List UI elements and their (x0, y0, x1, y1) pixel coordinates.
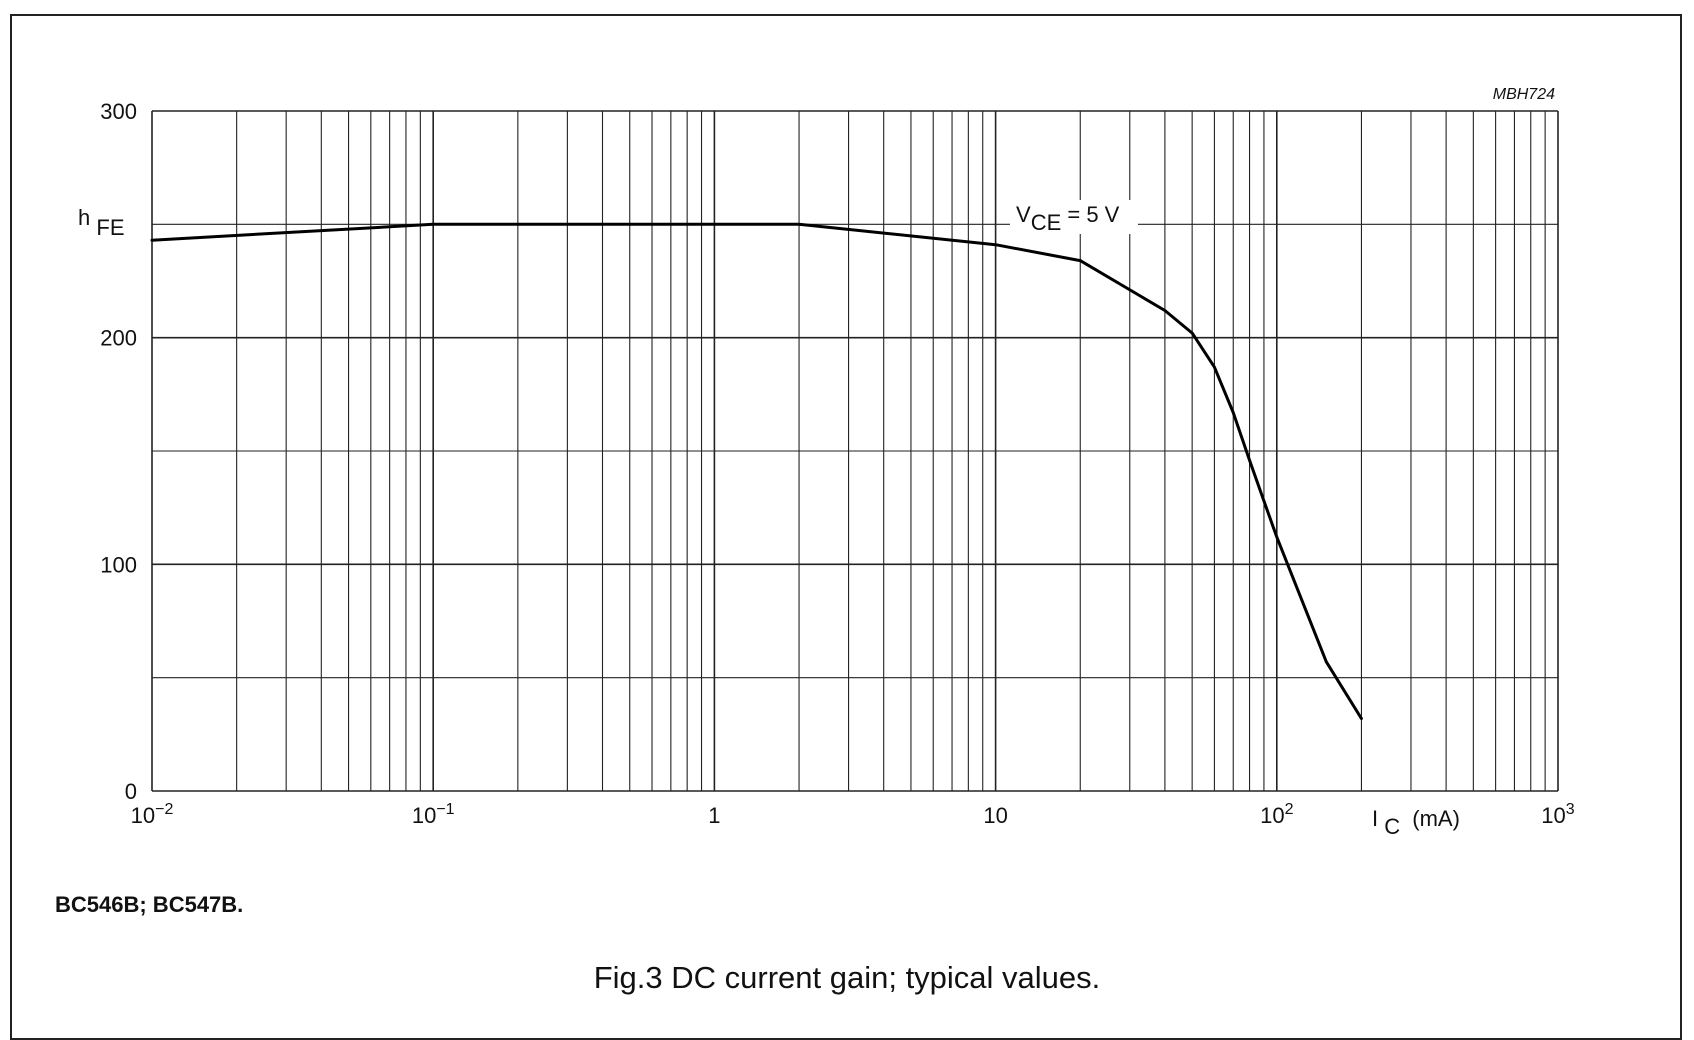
x-tick-label: 102 (1260, 801, 1293, 828)
y-tick-labels: 0 100 200 300 (100, 99, 137, 804)
x-tick-label: 10 (983, 803, 1007, 828)
x-tick-label-exponent: −2 (155, 801, 173, 818)
x-tick-label-base: 10 (412, 803, 436, 828)
x-tick-label-base: 1 (708, 803, 720, 828)
series-label: VCE = 5 V (1016, 202, 1120, 235)
x-tick-label-base: 10 (1541, 803, 1565, 828)
y-tick-label: 200 (100, 326, 137, 351)
x-tick-label: 1 (708, 803, 720, 828)
x-axis-label-sub: C (1384, 814, 1400, 839)
major-gridlines (151, 110, 1559, 792)
y-axis-label: h FE (78, 205, 125, 240)
x-axis-label-unit: (mA) (1412, 806, 1460, 831)
x-tick-label-base: 10 (131, 803, 155, 828)
x-axis-label: I C (mA) (1372, 806, 1460, 839)
series-label-main: V (1016, 202, 1031, 227)
y-axis-label-sub: FE (96, 215, 124, 240)
y-axis-label-main: h (78, 205, 90, 230)
x-tick-label: 10−1 (412, 801, 455, 828)
x-tick-label-exponent: −1 (436, 801, 454, 818)
y-tick-label: 0 (125, 779, 137, 804)
x-tick-label: 103 (1541, 801, 1574, 828)
x-axis-label-main: I (1372, 806, 1378, 831)
series-label-background (1010, 200, 1138, 234)
chart-reference-code: MBH724 (1493, 86, 1555, 103)
y-tick-label: 100 (100, 552, 137, 577)
minor-gridlines (152, 111, 1558, 791)
x-tick-label-exponent: 2 (1285, 801, 1294, 818)
x-tick-labels: 10−2 10−1 1 10 102 103 (131, 801, 1575, 828)
y-tick-label: 300 (100, 99, 137, 124)
x-tick-label-base: 10 (983, 803, 1007, 828)
x-tick-label-base: 10 (1260, 803, 1284, 828)
figure-caption: Fig.3 DC current gain; typical values. (593, 960, 1101, 995)
device-label: BC546B; BC547B. (55, 892, 244, 917)
series-label-rest: = 5 V (1061, 202, 1119, 227)
x-tick-label: 10−2 (131, 801, 174, 828)
series-line (150, 222, 1363, 720)
series-label-sub: CE (1031, 210, 1062, 235)
x-tick-label-exponent: 3 (1566, 801, 1575, 818)
series-layer: VCE = 5 V (150, 200, 1363, 720)
